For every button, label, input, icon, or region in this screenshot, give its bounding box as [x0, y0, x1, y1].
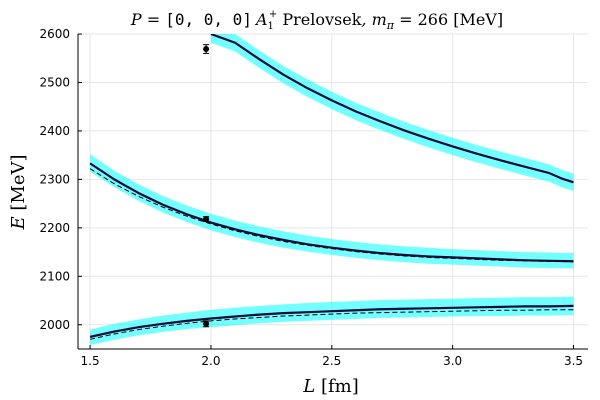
- x-tick-label-1.5: 1.5: [81, 354, 100, 368]
- x-tick-label-2.0: 2.0: [201, 354, 220, 368]
- x-tick-label-3.0: 3.0: [443, 354, 462, 368]
- tick-labels: 1.5 2.0 2.5 3.0 3.5 2000 2100 2200 2300 2400 2500 2…: [39, 27, 583, 368]
- x-axis-label: L [fm]: [302, 376, 358, 397]
- data-point-2: [203, 216, 210, 223]
- y-tick-label-2600: 2600: [39, 27, 70, 41]
- level-1-fit-dashed-line: [89, 309, 574, 340]
- title-mass-label: , m: [361, 10, 386, 29]
- level-3-fit-line: [210, 34, 574, 184]
- title-author: Prelovsek: [277, 10, 361, 29]
- title-irrep-sup: +: [269, 9, 277, 20]
- x-tick-label-3.5: 3.5: [564, 354, 583, 368]
- data-points: [203, 44, 210, 328]
- title-momentum-value: [0, 0, 0]: [165, 10, 252, 29]
- chart-title: P = [0, 0, 0] A1+ Prelovsek, mπ = 266 [Me…: [130, 9, 503, 32]
- y-axis-label: E [MeV]: [8, 155, 29, 231]
- level-2-fit-dashed-line: [89, 168, 574, 263]
- title-mass-value: = 266 [MeV]: [394, 10, 503, 29]
- title-irrep: A: [254, 10, 268, 29]
- level-2-fit-band: [90, 154, 574, 269]
- y-tick-label-2500: 2500: [39, 75, 70, 89]
- level-2-fit-line: [89, 162, 574, 263]
- data-point-3: [203, 46, 210, 53]
- x-tick-label-2.5: 2.5: [322, 354, 341, 368]
- axes: [77, 34, 588, 350]
- y-tick-label-2300: 2300: [39, 172, 70, 186]
- fit-lines: [89, 34, 574, 340]
- data-point-1: [203, 320, 210, 327]
- title-irrep-sub: 1: [268, 21, 274, 32]
- level-3-fit-band: [210, 34, 574, 192]
- y-tick-label-2200: 2200: [39, 221, 70, 235]
- y-tick-label-2100: 2100: [39, 269, 70, 283]
- y-tick-label-2000: 2000: [39, 318, 70, 332]
- title-momentum-label: P =: [130, 10, 165, 29]
- level-1-fit-line: [89, 304, 574, 338]
- y-tick-label-2400: 2400: [39, 124, 70, 138]
- title-mass-sub: π: [386, 19, 395, 32]
